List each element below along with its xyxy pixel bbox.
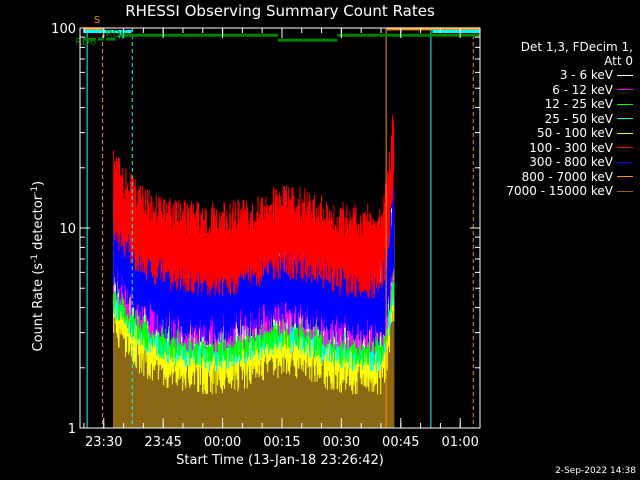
- flag-label: N: [118, 31, 125, 42]
- legend-label: 300 - 800 keV: [529, 155, 613, 170]
- legend-entry: 800 - 7000 keV: [490, 170, 633, 185]
- legend-label: 25 - 50 keV: [544, 111, 613, 126]
- legend-swatch: [617, 103, 633, 105]
- legend-entry: 12 - 25 keV: [490, 97, 633, 112]
- legend-entry: 25 - 50 keV: [490, 112, 633, 127]
- legend-label: 100 - 300 keV: [529, 140, 613, 155]
- y-axis-label-sup: -1: [29, 253, 40, 263]
- y-axis-label-sup: -1: [29, 185, 40, 195]
- legend-swatch: [617, 176, 633, 178]
- legend-header-line: Att 0: [604, 54, 633, 68]
- flag-label: RD6: [75, 37, 96, 48]
- y-tick-label: 100: [51, 22, 76, 37]
- legend-label: 12 - 25 keV: [544, 97, 613, 112]
- x-tick-label: 00:00: [204, 435, 241, 450]
- legend-label: 3 - 6 keV: [559, 68, 613, 83]
- legend-swatch: [617, 132, 633, 134]
- legend-entry: 6 - 12 keV: [490, 83, 633, 98]
- legend-swatch: [617, 89, 633, 91]
- y-axis-label-part: detector: [31, 194, 47, 254]
- x-tick-label: 00:30: [323, 435, 360, 450]
- y-tick-label: 10: [59, 222, 76, 237]
- legend-swatch: [617, 74, 633, 76]
- series-line: [113, 115, 395, 299]
- legend-entry: 7000 - 15000 keV: [490, 184, 633, 199]
- x-tick-label: 23:30: [85, 435, 122, 450]
- legend-label: 800 - 7000 keV: [521, 169, 613, 184]
- x-axis-label: Start Time (13-Jan-18 23:26:42): [176, 453, 384, 468]
- legend-entry: 300 - 800 keV: [490, 155, 633, 170]
- y-axis-label-part: ): [31, 180, 47, 186]
- timestamp: 2-Sep-2022 14:38: [555, 466, 636, 476]
- flag-label: RD6: [106, 29, 127, 40]
- legend-header-line: Det 1,3, FDecim 1,: [520, 40, 633, 54]
- legend-entry: 50 - 100 keV: [490, 126, 633, 141]
- legend-swatch: [617, 190, 633, 192]
- y-axis-label-part: Count Rate (s: [31, 262, 47, 352]
- legend-label: 7000 - 15000 keV: [506, 184, 613, 199]
- legend-rows: 3 - 6 keV 6 - 12 keV 12 - 25 keV 25 - 50 ke…: [490, 68, 633, 199]
- legend-swatch: [617, 161, 633, 163]
- legend-swatch: [617, 147, 633, 149]
- y-axis-label: Count Rate (s-1 detector-1): [30, 166, 46, 366]
- legend-label: 50 - 100 keV: [536, 126, 613, 141]
- y-tick-label: 1: [68, 422, 76, 437]
- legend-label: 6 - 12 keV: [552, 82, 613, 97]
- chart-title: RHESSI Observing Summary Count Rates: [125, 2, 435, 20]
- flag-label: S: [94, 15, 100, 26]
- legend-swatch: [617, 118, 633, 120]
- x-tick-label: 00:45: [382, 435, 419, 450]
- legend: Det 1,3, FDecim 1, Att 0 3 - 6 keV 6 - 12…: [490, 40, 633, 199]
- x-tick-label: 23:45: [144, 435, 181, 450]
- x-tick-label: 01:00: [441, 435, 478, 450]
- legend-entry: 100 - 300 keV: [490, 141, 633, 156]
- x-tick-label: 00:15: [263, 435, 300, 450]
- legend-entry: 3 - 6 keV: [490, 68, 633, 83]
